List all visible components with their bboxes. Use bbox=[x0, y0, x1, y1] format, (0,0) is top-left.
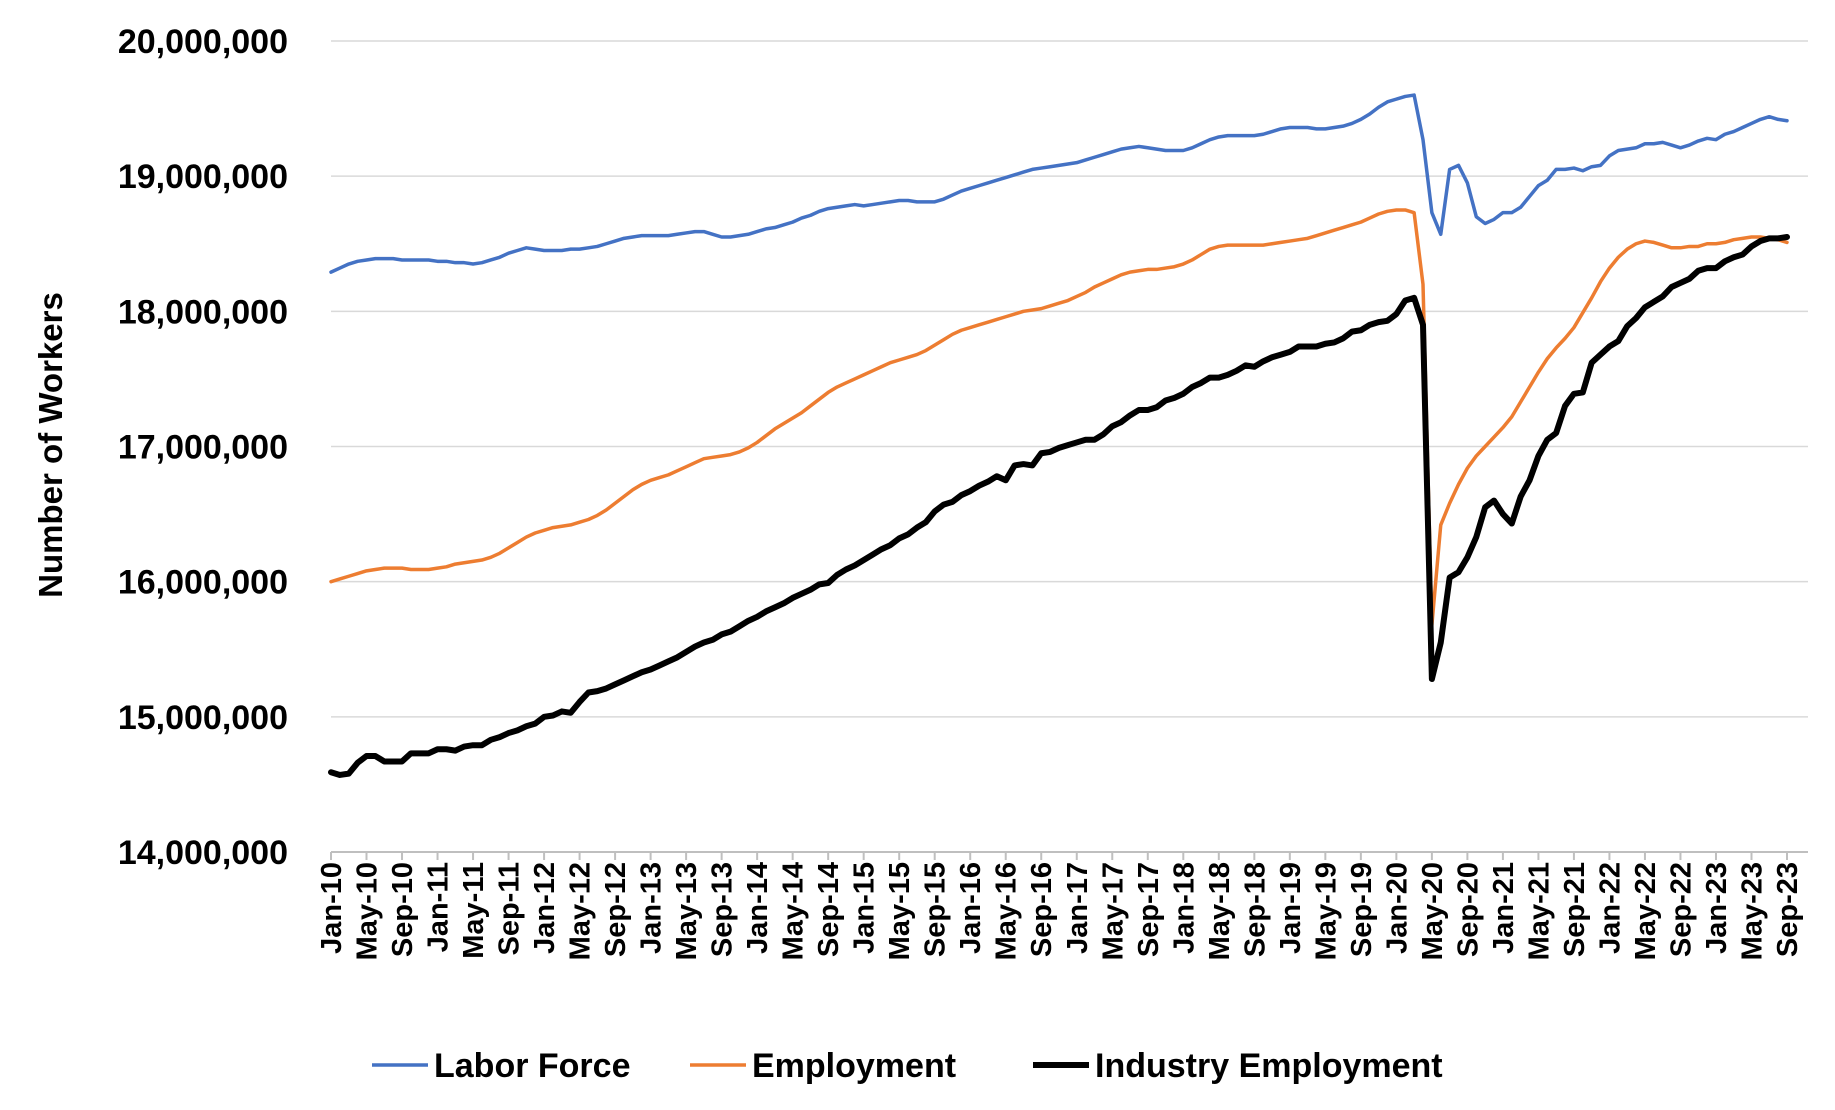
x-tick-label: May-20 bbox=[1417, 862, 1449, 960]
x-tick-label: Jan-14 bbox=[742, 862, 774, 954]
x-tick-label: Jan-15 bbox=[849, 862, 881, 954]
legend-label: Employment bbox=[752, 1047, 956, 1085]
x-tick-label: May-14 bbox=[778, 862, 810, 960]
y-tick-label: 19,000,000 bbox=[118, 158, 288, 196]
y-tick-label: 16,000,000 bbox=[118, 564, 288, 602]
x-tick-label: May-16 bbox=[991, 862, 1023, 960]
x-tick-label: Sep-17 bbox=[1133, 862, 1165, 957]
x-tick-label: May-22 bbox=[1630, 862, 1662, 960]
x-tick-label: Jan-23 bbox=[1701, 862, 1733, 954]
legend-label: Industry Employment bbox=[1095, 1047, 1443, 1085]
x-tick-label: May-23 bbox=[1736, 862, 1768, 960]
x-tick-label: May-19 bbox=[1310, 862, 1342, 960]
x-tick-label: Jan-18 bbox=[1168, 862, 1200, 954]
y-axis-title: Number of Workers bbox=[32, 292, 69, 598]
series-line bbox=[329, 208, 1789, 627]
x-tick-label: Sep-11 bbox=[494, 862, 526, 956]
series-line bbox=[329, 93, 1789, 274]
series-line bbox=[328, 233, 1790, 778]
x-tick-label: Sep-22 bbox=[1665, 862, 1697, 957]
x-tick-label: Sep-12 bbox=[600, 862, 632, 957]
x-tick-label: May-17 bbox=[1097, 862, 1129, 960]
x-tick-label: May-15 bbox=[884, 862, 916, 960]
x-tick-label: Sep-10 bbox=[387, 862, 419, 957]
y-tick-label: 14,000,000 bbox=[118, 834, 288, 872]
x-tick-label: Sep-14 bbox=[813, 862, 845, 957]
x-tick-label: Jan-13 bbox=[636, 862, 668, 954]
x-tick-label: Sep-16 bbox=[1026, 862, 1058, 957]
x-tick-label: Sep-23 bbox=[1772, 862, 1804, 957]
x-tick-label: May-11 bbox=[458, 862, 490, 959]
x-tick-label: May-18 bbox=[1204, 862, 1236, 960]
x-tick-label: Sep-15 bbox=[920, 862, 952, 957]
x-tick-label: Sep-13 bbox=[707, 862, 739, 957]
x-tick-label: May-12 bbox=[565, 862, 597, 960]
x-tick-label: Jan-16 bbox=[955, 862, 987, 954]
x-tick-label: Sep-21 bbox=[1559, 862, 1591, 957]
x-tick-label: May-13 bbox=[671, 862, 703, 960]
x-tick-label: Jan-10 bbox=[316, 862, 348, 954]
y-tick-label: 15,000,000 bbox=[118, 699, 288, 737]
x-tick-label: Jan-12 bbox=[529, 862, 561, 954]
x-tick-label: Jan-21 bbox=[1488, 862, 1520, 954]
legend-label: Labor Force bbox=[434, 1047, 630, 1085]
x-tick-label: Jan-19 bbox=[1275, 862, 1307, 954]
x-tick-label: May-21 bbox=[1523, 862, 1555, 960]
y-tick-label: 20,000,000 bbox=[118, 23, 288, 61]
x-tick-label: Sep-19 bbox=[1346, 862, 1378, 957]
y-tick-label: 18,000,000 bbox=[118, 293, 288, 331]
x-tick-label: Sep-18 bbox=[1239, 862, 1271, 957]
y-tick-label: 17,000,000 bbox=[118, 429, 288, 467]
x-tick-label: Jan-20 bbox=[1381, 862, 1413, 954]
x-tick-label: May-10 bbox=[352, 862, 384, 960]
x-tick-label: Jan-11 bbox=[423, 862, 455, 952]
x-tick-label: Jan-22 bbox=[1594, 862, 1626, 954]
x-tick-label: Sep-20 bbox=[1452, 862, 1484, 957]
x-tick-label: Jan-17 bbox=[1062, 862, 1094, 954]
